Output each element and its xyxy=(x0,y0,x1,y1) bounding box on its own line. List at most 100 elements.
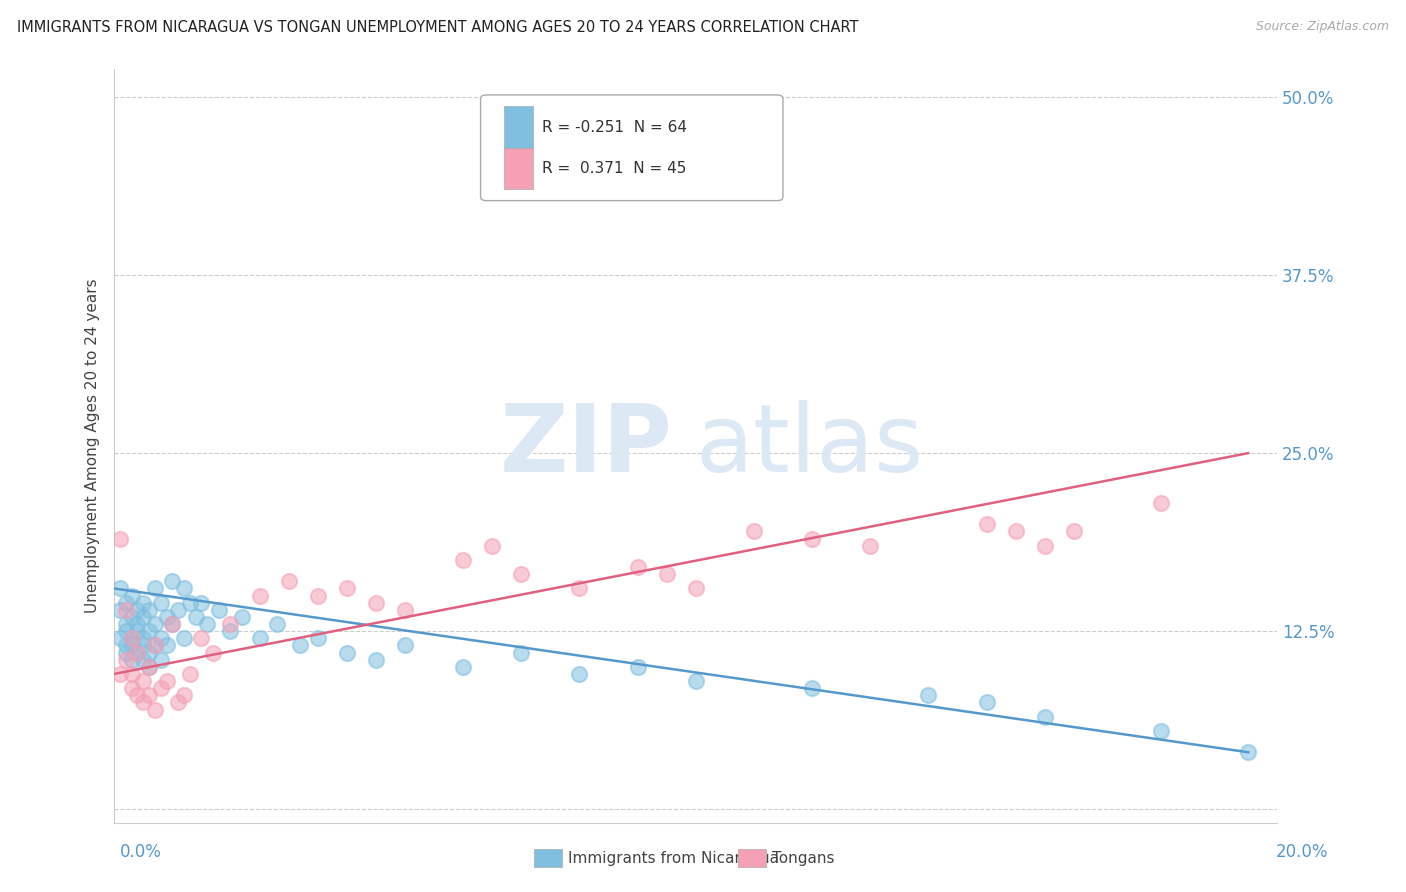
Point xyxy=(336,582,359,596)
Point xyxy=(451,660,474,674)
Point xyxy=(127,617,149,632)
Point xyxy=(114,617,136,632)
Point xyxy=(162,574,184,589)
Point xyxy=(138,646,160,660)
Point xyxy=(801,681,824,695)
Point xyxy=(114,596,136,610)
Point xyxy=(173,582,195,596)
Point xyxy=(114,603,136,617)
Point xyxy=(451,553,474,567)
Text: Tongans: Tongans xyxy=(772,851,834,865)
Point xyxy=(167,603,190,617)
Point xyxy=(138,688,160,702)
Point xyxy=(114,624,136,639)
Point xyxy=(149,632,172,646)
Point xyxy=(138,603,160,617)
Point xyxy=(143,582,166,596)
Point xyxy=(249,589,271,603)
Point xyxy=(108,603,131,617)
Point xyxy=(307,589,329,603)
Point xyxy=(149,681,172,695)
Point xyxy=(742,524,765,539)
Point xyxy=(121,632,143,646)
Point xyxy=(364,653,387,667)
Point xyxy=(121,667,143,681)
Point xyxy=(108,532,131,546)
Point xyxy=(364,596,387,610)
Point xyxy=(510,646,533,660)
Point xyxy=(307,632,329,646)
Bar xyxy=(503,148,533,189)
Text: 20.0%: 20.0% xyxy=(1277,843,1329,861)
Point xyxy=(114,639,136,653)
Point xyxy=(121,589,143,603)
Text: R =  0.371  N = 45: R = 0.371 N = 45 xyxy=(543,161,686,177)
Point xyxy=(121,632,143,646)
Point xyxy=(132,695,155,709)
Point xyxy=(173,688,195,702)
Text: Immigrants from Nicaragua: Immigrants from Nicaragua xyxy=(568,851,779,865)
Point xyxy=(114,646,136,660)
Point xyxy=(121,610,143,624)
Point xyxy=(108,667,131,681)
Point xyxy=(127,646,149,660)
Point xyxy=(138,660,160,674)
Point xyxy=(336,646,359,660)
Point xyxy=(143,639,166,653)
Point xyxy=(132,639,155,653)
Point xyxy=(121,653,143,667)
Point xyxy=(143,617,166,632)
Point xyxy=(1150,723,1173,738)
Point xyxy=(184,610,207,624)
Point xyxy=(231,610,253,624)
Point xyxy=(149,653,172,667)
Point xyxy=(132,653,155,667)
Point xyxy=(219,617,242,632)
Text: 0.0%: 0.0% xyxy=(120,843,162,861)
Point xyxy=(1033,709,1056,723)
Point xyxy=(219,624,242,639)
Point xyxy=(1150,496,1173,510)
Y-axis label: Unemployment Among Ages 20 to 24 years: Unemployment Among Ages 20 to 24 years xyxy=(86,278,100,614)
Point xyxy=(143,639,166,653)
Point xyxy=(132,610,155,624)
Point xyxy=(132,596,155,610)
Point xyxy=(394,603,416,617)
Point xyxy=(190,632,212,646)
Point xyxy=(138,660,160,674)
Point xyxy=(801,532,824,546)
Point xyxy=(114,653,136,667)
Point xyxy=(190,596,212,610)
Text: IMMIGRANTS FROM NICARAGUA VS TONGAN UNEMPLOYMENT AMONG AGES 20 TO 24 YEARS CORRE: IMMIGRANTS FROM NICARAGUA VS TONGAN UNEM… xyxy=(17,20,859,35)
Point xyxy=(155,610,177,624)
Point xyxy=(108,582,131,596)
Point xyxy=(1063,524,1085,539)
Point xyxy=(568,582,591,596)
Point xyxy=(859,539,882,553)
Point xyxy=(162,617,184,632)
Point xyxy=(162,617,184,632)
Text: R = -0.251  N = 64: R = -0.251 N = 64 xyxy=(543,120,688,135)
Point xyxy=(249,632,271,646)
Point xyxy=(127,646,149,660)
Point xyxy=(917,688,939,702)
Text: atlas: atlas xyxy=(696,400,924,492)
Point xyxy=(394,639,416,653)
Point xyxy=(568,667,591,681)
Point xyxy=(1237,745,1260,759)
Point xyxy=(167,695,190,709)
Point xyxy=(195,617,218,632)
FancyBboxPatch shape xyxy=(481,95,783,201)
Point xyxy=(1004,524,1026,539)
Point xyxy=(626,560,648,574)
Point xyxy=(266,617,288,632)
Bar xyxy=(503,106,533,148)
Point xyxy=(121,639,143,653)
Point xyxy=(155,673,177,688)
Point xyxy=(143,702,166,716)
Point xyxy=(155,639,177,653)
Point xyxy=(208,603,231,617)
Point xyxy=(626,660,648,674)
Point xyxy=(138,624,160,639)
Point xyxy=(132,632,155,646)
